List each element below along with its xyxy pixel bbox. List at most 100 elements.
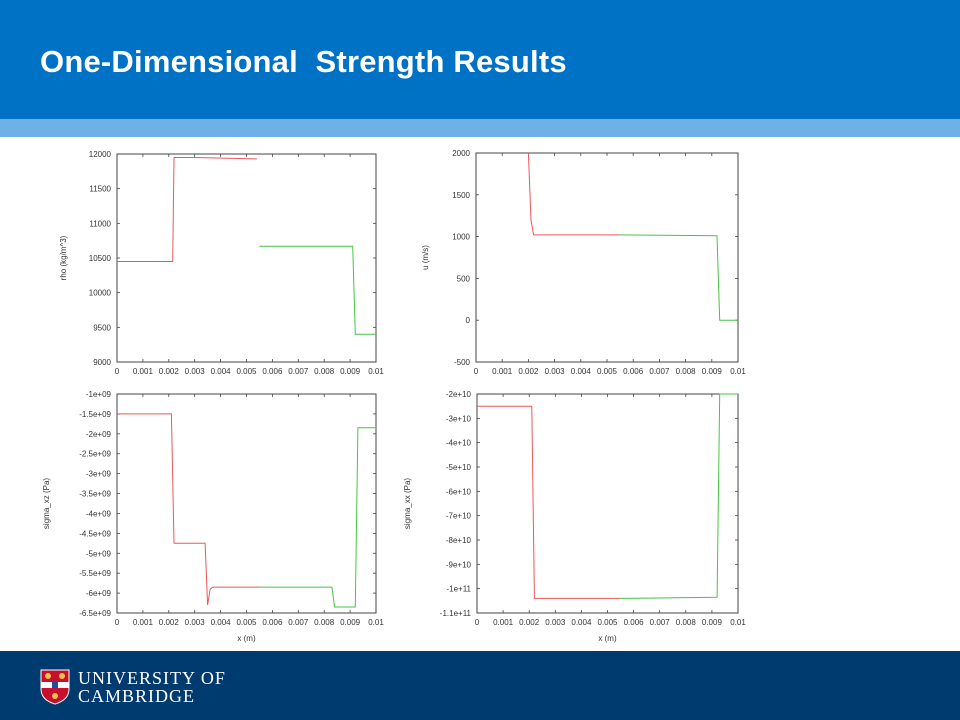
plots-area: 0 0.001 0.002 0.003 0.004 0.005 0.006 0.007 0.00… [42,149,746,643]
y-tick-label: -7e+10 [446,512,472,521]
x-tick-label: 0.009 [702,618,723,627]
x-tick-label: 0.009 [340,367,361,376]
y-tick-label: -6e+10 [446,487,472,496]
y-tick-label: 10000 [89,289,112,298]
x-tick-label: 0.007 [649,367,670,376]
y-tick-label: -1.5e+09 [79,410,111,419]
x-tick-label: 0.004 [571,618,592,627]
y-tick-label: -2e+10 [446,390,472,399]
y-axis-label: sigma_xz (Pa) [42,478,51,529]
series-line [259,427,376,608]
x-tick-label: 0.004 [211,618,232,627]
footer-bar [0,651,960,720]
x-tick-label: 0.005 [236,367,257,376]
y-tick-label: -2e+09 [86,430,112,439]
x-tick-label: 0.003 [545,367,566,376]
y-tick-label: 11500 [89,185,111,194]
x-tick-label: 0.008 [314,367,335,376]
y-tick-label: 2000 [452,149,470,158]
x-tick-label: 0.007 [288,367,309,376]
x-tick-label: 0.004 [571,367,592,376]
x-tick-label: 0.006 [262,367,283,376]
y-tick-label: -1.1e+11 [440,609,472,618]
x-tick-label: 0.008 [676,367,697,376]
series-line [620,393,738,599]
plot-frame [116,153,377,363]
x-tick-label: 0.003 [185,367,206,376]
x-tick-label: 0.005 [236,618,257,627]
x-tick-label: 0.006 [624,618,645,627]
university-name-line2: CAMBRIDGE [78,686,196,706]
y-tick-label: -5e+09 [86,549,112,558]
series-line [527,152,621,236]
y-tick-label: 1500 [452,191,470,200]
y-tick-label: -5.5e+09 [79,569,111,578]
plot-frame [475,152,739,363]
y-tick-label: -2.5e+09 [79,450,111,459]
series-line [259,245,376,335]
y-tick-label: 1000 [452,233,470,242]
y-tick-label: 0 [466,316,471,325]
plot-frame [116,393,377,614]
y-tick-label: -5e+10 [446,463,472,472]
y-axis-label: u (m/s) [421,245,430,270]
x-tick-label: 0.008 [676,618,697,627]
x-axis-label: x (m) [598,634,617,643]
y-tick-label: -6e+09 [86,589,112,598]
y-tick-label: 12000 [89,150,112,159]
x-tick-label: 0.001 [493,618,514,627]
y-tick-label: -9e+10 [446,560,472,569]
plot-frame [476,393,739,614]
x-tick-label: 0 [474,367,479,376]
y-axis-label: rho (kg/m^3) [59,235,68,280]
x-tick-label: 0.007 [288,618,309,627]
x-tick-label: 0 [475,618,480,627]
slide-title: One-Dimensional Strength Results [40,44,567,79]
x-tick-label: 0.01 [730,367,746,376]
x-tick-label: 0.005 [597,367,618,376]
x-tick-label: 0.006 [623,367,644,376]
x-tick-label: 0.01 [730,618,746,627]
x-tick-label: 0.006 [262,618,283,627]
x-tick-label: 0.01 [368,618,384,627]
y-tick-label: -3e+09 [86,470,112,479]
x-tick-label: 0.007 [650,618,671,627]
x-tick-label: 0 [115,367,120,376]
y-tick-label: -3.5e+09 [79,490,111,499]
x-tick-label: 0.008 [314,618,335,627]
x-tick-label: 0.001 [492,367,513,376]
x-tick-label: 0.009 [340,618,361,627]
y-tick-label: 9500 [93,323,111,332]
y-tick-label: 9000 [93,358,111,367]
y-tick-label: -1e+09 [86,390,112,399]
x-tick-label: 0.001 [133,367,154,376]
x-axis-label: x (m) [237,634,256,643]
y-tick-label: -4e+09 [86,509,112,518]
x-tick-label: 0.002 [159,367,180,376]
y-tick-label: 11000 [89,219,111,228]
header-bar [0,0,960,119]
y-tick-label: -500 [454,358,471,367]
y-tick-label: -4e+10 [446,439,472,448]
x-tick-label: 0.002 [518,367,539,376]
y-tick-label: -4.5e+09 [79,529,111,538]
header-stripe [0,119,960,137]
university-name-line1: UNIVERSITY OF [78,668,226,688]
x-tick-label: 0.01 [368,367,384,376]
series-line [477,405,621,599]
x-tick-label: 0.001 [133,618,154,627]
y-tick-label: -6.5e+09 [79,609,111,618]
x-tick-label: 0.002 [519,618,540,627]
y-tick-label: 500 [457,274,471,283]
x-tick-label: 0.003 [545,618,566,627]
x-tick-label: 0.005 [597,618,618,627]
series-line [620,234,738,321]
x-tick-label: 0.004 [211,367,232,376]
university-crest-icon [40,669,70,705]
x-tick-label: 0.003 [185,618,206,627]
series-line [117,413,260,606]
y-tick-label: -3e+10 [446,414,472,423]
y-tick-label: -1e+11 [446,585,471,594]
x-tick-label: 0.002 [159,618,180,627]
y-axis-label: sigma_xx (Pa) [403,478,412,529]
